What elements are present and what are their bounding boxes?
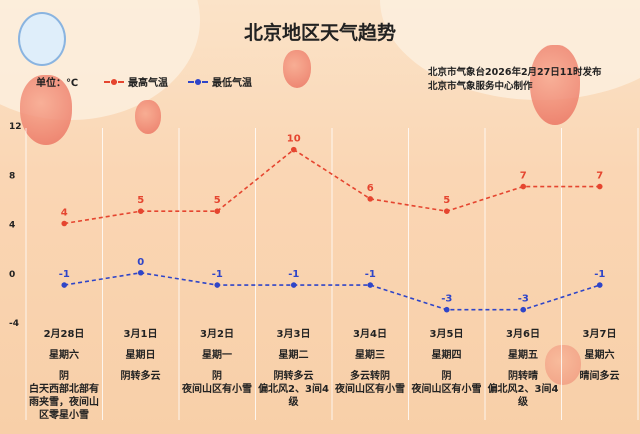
data-point — [443, 208, 450, 214]
legend-high: 最高气温 — [104, 74, 168, 89]
day-weather: 晴间多云 — [579, 371, 620, 382]
day-note: 白天西部北部有雨夹雪，夜间山区零星小雪 — [29, 384, 99, 421]
legend-high-swatch — [104, 78, 124, 85]
data-label: -1 — [594, 269, 605, 280]
legend-low-label: 最低气温 — [212, 78, 252, 89]
day-date: 3月5日 — [429, 329, 464, 340]
day-date: 3月4日 — [353, 329, 387, 340]
data-point — [443, 306, 450, 313]
day-weekday: 星期二 — [278, 350, 309, 361]
data-label: -1 — [288, 269, 299, 280]
data-label: 4 — [61, 208, 68, 219]
day-weather: 阴 — [212, 371, 222, 382]
issuer-info: 北京市气象台2026年2月27日11时发布 北京市气象服务中心制作 — [428, 66, 602, 94]
lantern-decor — [20, 75, 72, 145]
producer: 北京市气象服务中心制作 — [428, 81, 533, 92]
day-date: 2月28日 — [43, 329, 85, 340]
data-point — [214, 208, 221, 214]
y-tick-label: 12 — [9, 122, 22, 132]
day-weekday: 星期六 — [49, 350, 79, 361]
data-label: 7 — [520, 171, 527, 182]
data-label: 5 — [443, 195, 450, 206]
data-label: 6 — [367, 183, 374, 194]
data-label: -1 — [212, 269, 223, 280]
lantern-decor — [135, 100, 161, 134]
y-tick-label: 8 — [9, 171, 15, 181]
day-weather: 阴转多云 — [273, 371, 314, 382]
data-label: -3 — [441, 294, 452, 305]
y-tick-label: 4 — [9, 221, 15, 231]
day-note: 偏北风2、3间4级 — [487, 384, 559, 408]
day-weekday: 星期四 — [431, 350, 462, 361]
day-weekday: 星期一 — [202, 350, 232, 361]
data-point — [61, 282, 68, 288]
forecast-day: 3月7日星期六晴间多云 — [562, 328, 638, 383]
day-weekday: 星期日 — [125, 350, 156, 361]
data-point — [596, 183, 603, 190]
day-date: 3月1日 — [123, 329, 158, 340]
day-note: 夜间山区有小雪 — [335, 384, 405, 395]
data-label: 7 — [596, 171, 603, 182]
unit-label: 单位：℃ — [36, 78, 79, 89]
legend-high-label: 最高气温 — [128, 78, 168, 89]
series-line-low — [64, 271, 600, 311]
day-date: 3月6日 — [506, 329, 540, 340]
data-label: -1 — [59, 269, 70, 280]
day-weekday: 星期五 — [508, 350, 538, 361]
data-point — [214, 282, 221, 288]
legend-low: 最低气温 — [188, 74, 252, 89]
data-label: -1 — [365, 269, 376, 280]
day-date: 3月3日 — [276, 329, 311, 340]
data-point — [596, 282, 603, 288]
day-note: 夜间山区有小雪 — [411, 384, 482, 395]
bowl-decor — [545, 345, 581, 385]
forecast-day: 2月28日星期六阴白天西部北部有雨夹雪，夜间山区零星小雪 — [26, 328, 102, 422]
data-label: 5 — [137, 195, 144, 206]
meteorological-logo — [18, 12, 66, 66]
day-weather: 阴转多云 — [120, 371, 161, 382]
page-title: 北京地区天气趋势 — [243, 22, 396, 44]
forecast-day: 3月5日星期四阴夜间山区有小雪 — [409, 328, 485, 396]
y-tick-label: 0 — [9, 270, 15, 280]
data-label: -3 — [518, 294, 529, 305]
data-point — [520, 183, 527, 190]
forecast-day: 3月2日星期一阴夜间山区有小雪 — [179, 328, 255, 396]
day-weekday: 星期六 — [584, 350, 615, 361]
lantern-decor — [530, 45, 580, 125]
day-weather: 阴 — [441, 371, 452, 382]
lantern-decor — [283, 50, 311, 88]
forecast-day: 3月6日星期五阴转晴偏北风2、3间4级 — [485, 328, 561, 409]
day-weather: 多云转阴 — [350, 371, 390, 382]
forecast-day: 3月1日星期日阴转多云 — [103, 328, 179, 383]
day-note: 夜间山区有小雪 — [182, 384, 252, 395]
data-point — [367, 282, 374, 288]
data-label: 10 — [287, 134, 301, 145]
forecast-day: 3月4日星期三多云转阴夜间山区有小雪 — [332, 328, 408, 396]
data-label: 5 — [214, 195, 221, 206]
data-point — [137, 208, 144, 214]
day-weekday: 星期三 — [355, 350, 385, 361]
data-point — [137, 269, 144, 276]
day-note: 偏北风2、3间4级 — [258, 384, 329, 408]
day-date: 3月7日 — [582, 329, 617, 340]
forecast-day: 3月3日星期二阴转多云偏北风2、3间4级 — [256, 328, 332, 409]
issue-time: 北京市气象台2026年2月27日11时发布 — [428, 67, 602, 78]
series-line-high — [64, 148, 600, 225]
data-point — [367, 196, 374, 202]
data-point — [520, 306, 527, 313]
data-point — [61, 220, 68, 227]
data-label: 0 — [137, 257, 144, 268]
day-weather: 阴 — [59, 371, 69, 382]
y-tick-label: -4 — [9, 319, 19, 329]
legend-low-swatch — [188, 78, 208, 85]
data-point — [290, 282, 297, 288]
data-point — [290, 146, 297, 153]
day-date: 3月2日 — [200, 329, 234, 340]
day-weather: 阴转晴 — [508, 371, 538, 382]
